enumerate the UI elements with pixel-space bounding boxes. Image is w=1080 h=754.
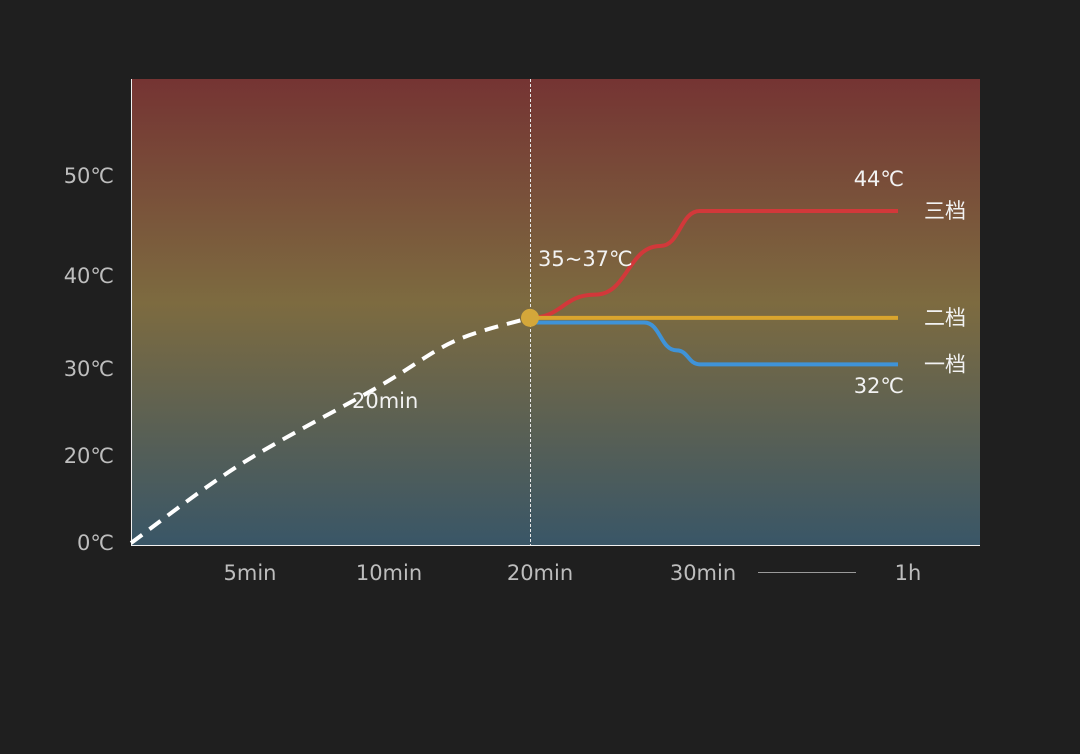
series-label: 二档: [924, 306, 966, 330]
series-label: 三档: [924, 199, 966, 223]
y-tick-label: 0℃: [77, 531, 114, 555]
level-3-line: [529, 208, 898, 320]
low-temp-annotation: 32℃: [854, 374, 904, 398]
target-range-annotation: 35~37℃: [538, 247, 633, 271]
junction-point: [521, 308, 539, 327]
x-tick-label: 30min: [670, 561, 736, 585]
y-tick-label: 20℃: [64, 444, 114, 468]
heatup-curve: [129, 315, 531, 545]
heat-time-annotation: 20min: [352, 389, 418, 413]
level-1-line: [530, 320, 898, 367]
x-tick-label: 1h: [895, 561, 922, 585]
high-temp-annotation: 44℃: [854, 167, 904, 191]
x-tick-label: 10min: [356, 561, 422, 585]
y-tick-label: 40℃: [64, 264, 114, 288]
series-label: 一档: [924, 352, 966, 376]
y-tick-label: 50℃: [64, 164, 114, 188]
x-tick-label: 20min: [507, 561, 573, 585]
x-tick-label: 5min: [224, 561, 277, 585]
y-tick-label: 30℃: [64, 357, 114, 381]
